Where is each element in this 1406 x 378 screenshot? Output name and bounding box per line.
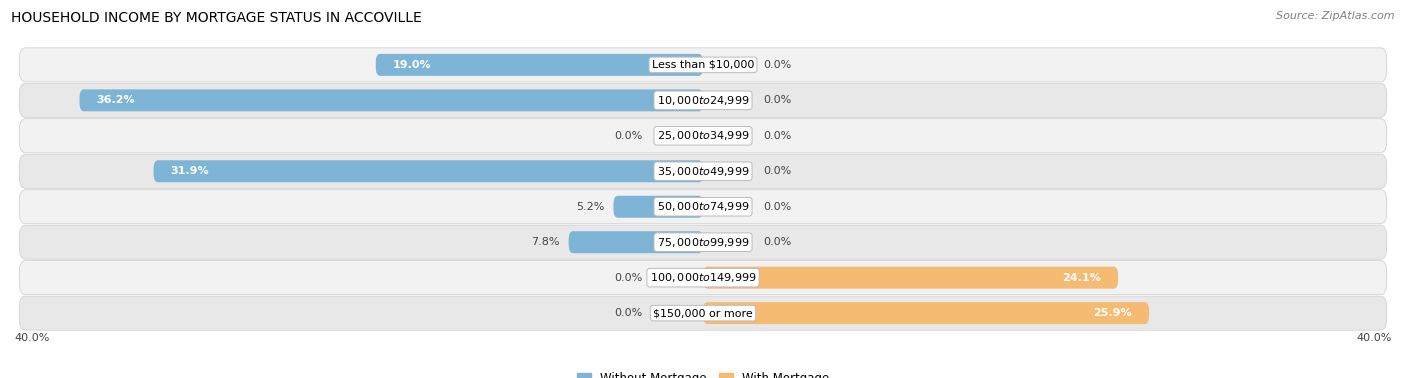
FancyBboxPatch shape — [20, 119, 1386, 153]
FancyBboxPatch shape — [568, 231, 703, 253]
Text: 31.9%: 31.9% — [170, 166, 209, 176]
Text: 0.0%: 0.0% — [614, 273, 643, 283]
Text: 7.8%: 7.8% — [531, 237, 560, 247]
Text: 0.0%: 0.0% — [763, 131, 792, 141]
Text: Source: ZipAtlas.com: Source: ZipAtlas.com — [1277, 11, 1395, 21]
FancyBboxPatch shape — [153, 160, 703, 182]
FancyBboxPatch shape — [613, 196, 703, 218]
FancyBboxPatch shape — [20, 296, 1386, 330]
FancyBboxPatch shape — [20, 83, 1386, 117]
FancyBboxPatch shape — [703, 302, 1149, 324]
Text: 24.1%: 24.1% — [1062, 273, 1101, 283]
FancyBboxPatch shape — [20, 190, 1386, 224]
Text: $35,000 to $49,999: $35,000 to $49,999 — [657, 165, 749, 178]
FancyBboxPatch shape — [20, 48, 1386, 82]
Legend: Without Mortgage, With Mortgage: Without Mortgage, With Mortgage — [572, 367, 834, 378]
Text: 25.9%: 25.9% — [1094, 308, 1132, 318]
FancyBboxPatch shape — [80, 89, 703, 112]
Text: 40.0%: 40.0% — [14, 333, 49, 343]
Text: $25,000 to $34,999: $25,000 to $34,999 — [657, 129, 749, 142]
Text: 0.0%: 0.0% — [763, 237, 792, 247]
Text: 0.0%: 0.0% — [763, 60, 792, 70]
Text: 40.0%: 40.0% — [1357, 333, 1392, 343]
Text: $50,000 to $74,999: $50,000 to $74,999 — [657, 200, 749, 213]
Text: HOUSEHOLD INCOME BY MORTGAGE STATUS IN ACCOVILLE: HOUSEHOLD INCOME BY MORTGAGE STATUS IN A… — [11, 11, 422, 25]
Text: 0.0%: 0.0% — [614, 131, 643, 141]
Text: 5.2%: 5.2% — [576, 202, 605, 212]
FancyBboxPatch shape — [375, 54, 703, 76]
Text: Less than $10,000: Less than $10,000 — [652, 60, 754, 70]
Text: $150,000 or more: $150,000 or more — [654, 308, 752, 318]
FancyBboxPatch shape — [20, 261, 1386, 295]
Text: 0.0%: 0.0% — [763, 166, 792, 176]
Text: 0.0%: 0.0% — [763, 202, 792, 212]
FancyBboxPatch shape — [20, 225, 1386, 259]
FancyBboxPatch shape — [20, 154, 1386, 188]
Text: 0.0%: 0.0% — [763, 95, 792, 105]
Text: $75,000 to $99,999: $75,000 to $99,999 — [657, 236, 749, 249]
Text: $100,000 to $149,999: $100,000 to $149,999 — [650, 271, 756, 284]
Text: 19.0%: 19.0% — [392, 60, 432, 70]
Text: 36.2%: 36.2% — [97, 95, 135, 105]
Text: $10,000 to $24,999: $10,000 to $24,999 — [657, 94, 749, 107]
FancyBboxPatch shape — [703, 266, 1118, 289]
Text: 0.0%: 0.0% — [614, 308, 643, 318]
